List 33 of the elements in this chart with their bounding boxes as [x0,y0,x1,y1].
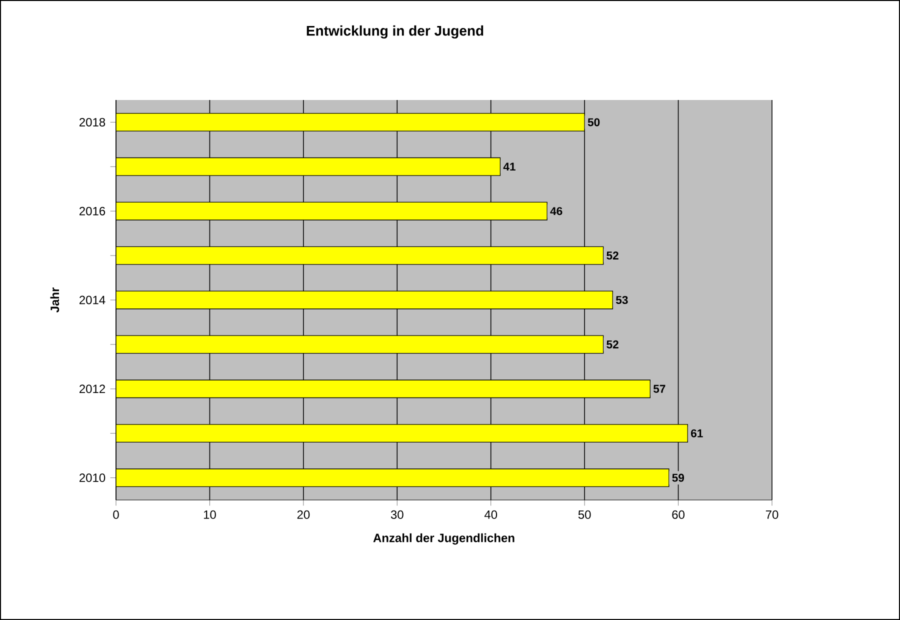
y-tick-label: 2010 [80,474,106,482]
x-tick-label: 60 [672,510,684,519]
data-label: 52 [606,252,618,260]
x-tick-label: 30 [390,510,404,519]
y-tick-label: 2012 [80,384,105,394]
y-tick-label: 2014 [80,296,106,304]
data-label: 46 [550,207,562,216]
bar [116,202,548,220]
y-tick-label: 2018 [80,118,106,126]
bar [116,246,604,265]
bar [116,424,688,443]
data-label: 52 [606,340,618,348]
bar [116,380,651,398]
bar [116,290,614,310]
x-tick-label: 20 [297,510,310,519]
data-label: 53 [616,296,628,304]
x-tick-label: 0 [113,510,119,519]
data-label: 59 [672,474,684,482]
x-tick-label: 10 [204,510,216,519]
bar [116,112,585,132]
y-tick-label: 2016 [80,206,106,216]
x-tick-label: 50 [578,510,591,519]
data-label: 50 [588,118,600,126]
chart-title: Entwicklung in der Jugend [306,25,484,39]
x-tick-label: 70 [766,510,778,519]
data-label: 61 [691,429,703,438]
bar [116,335,604,354]
x-axis-title: Anzahl der Jugendlichen [373,533,514,545]
data-label: 41 [503,162,516,171]
data-label: 57 [653,384,666,393]
bar [116,157,501,176]
x-tick-label: 40 [484,510,498,519]
y-axis-title: Jahr [50,287,60,312]
